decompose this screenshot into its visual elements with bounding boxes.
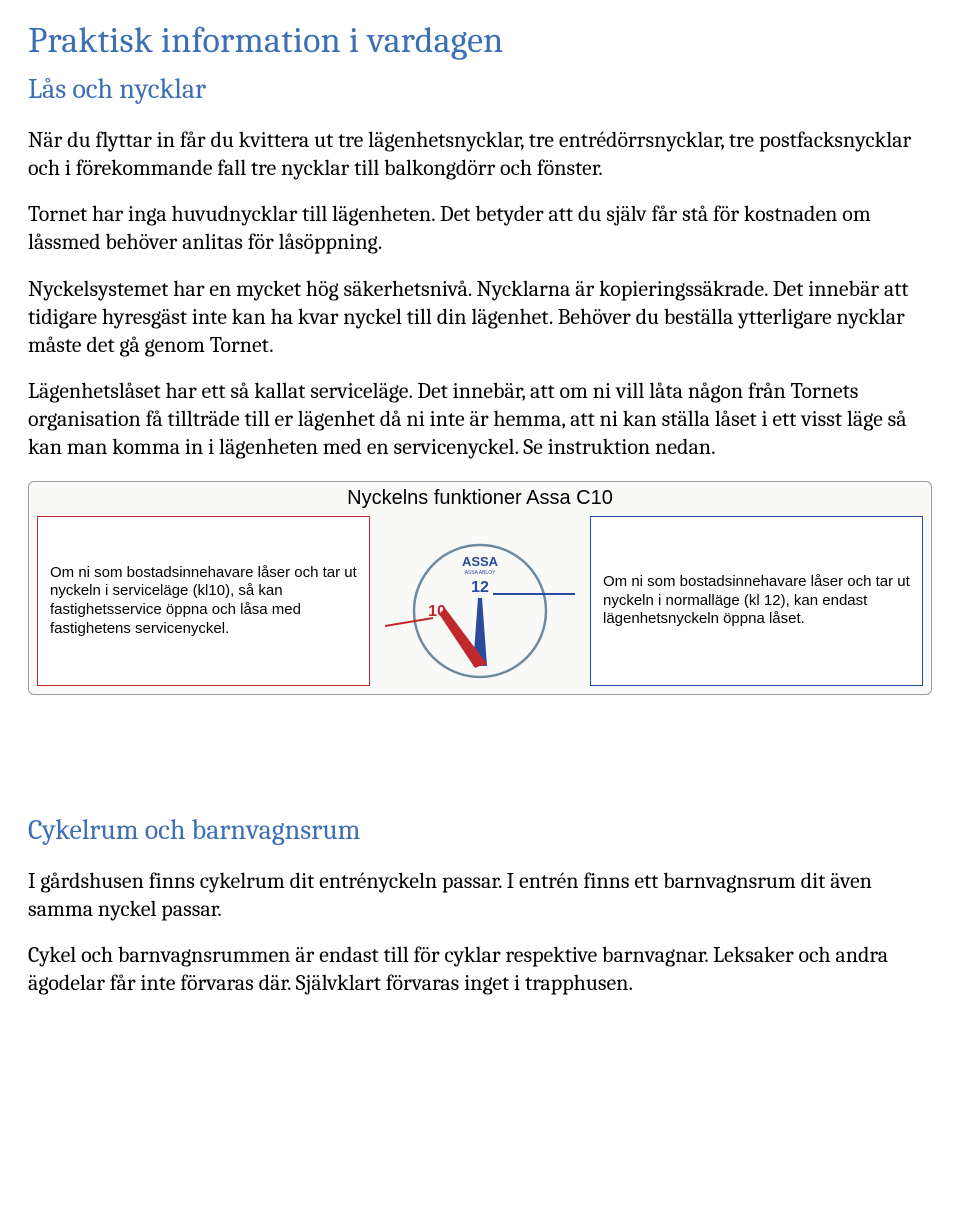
page-title: Praktisk information i vardagen <box>28 18 932 64</box>
bikes-paragraph-2: Cykel och barnvagnsrummen är endast till… <box>28 941 932 997</box>
diagram-service-mode-box: Om ni som bostadsinnehavare låser och ta… <box>37 516 370 686</box>
spacer <box>28 695 932 805</box>
keys-paragraph-2: Tornet har inga huvudnycklar till lägenh… <box>28 200 932 256</box>
lock-dial-icon: ASSA ASSA ABLOY 12 10 <box>380 516 580 686</box>
keys-paragraph-4: Lägenhetslåset har ett så kallat service… <box>28 377 932 461</box>
diagram-normal-mode-box: Om ni som bostadsinnehavare låser och ta… <box>590 516 923 686</box>
dial-number-12: 12 <box>471 579 489 596</box>
assa-brand-label: ASSA <box>462 554 499 569</box>
keys-paragraph-3: Nyckelsystemet har en mycket hög säkerhe… <box>28 275 932 359</box>
keys-paragraph-1: När du flyttar in får du kvittera ut tre… <box>28 126 932 182</box>
section-heading-keys: Lås och nycklar <box>28 72 932 108</box>
diagram-title: Nyckelns funktioner Assa C10 <box>37 486 923 512</box>
svg-text:ASSA ABLOY: ASSA ABLOY <box>465 570 497 576</box>
key-function-diagram: Nyckelns funktioner Assa C10 Om ni som b… <box>28 481 932 695</box>
section-heading-bikes: Cykelrum och barnvagnsrum <box>28 813 932 849</box>
bikes-paragraph-1: I gårdshusen finns cykelrum dit entrényc… <box>28 867 932 923</box>
